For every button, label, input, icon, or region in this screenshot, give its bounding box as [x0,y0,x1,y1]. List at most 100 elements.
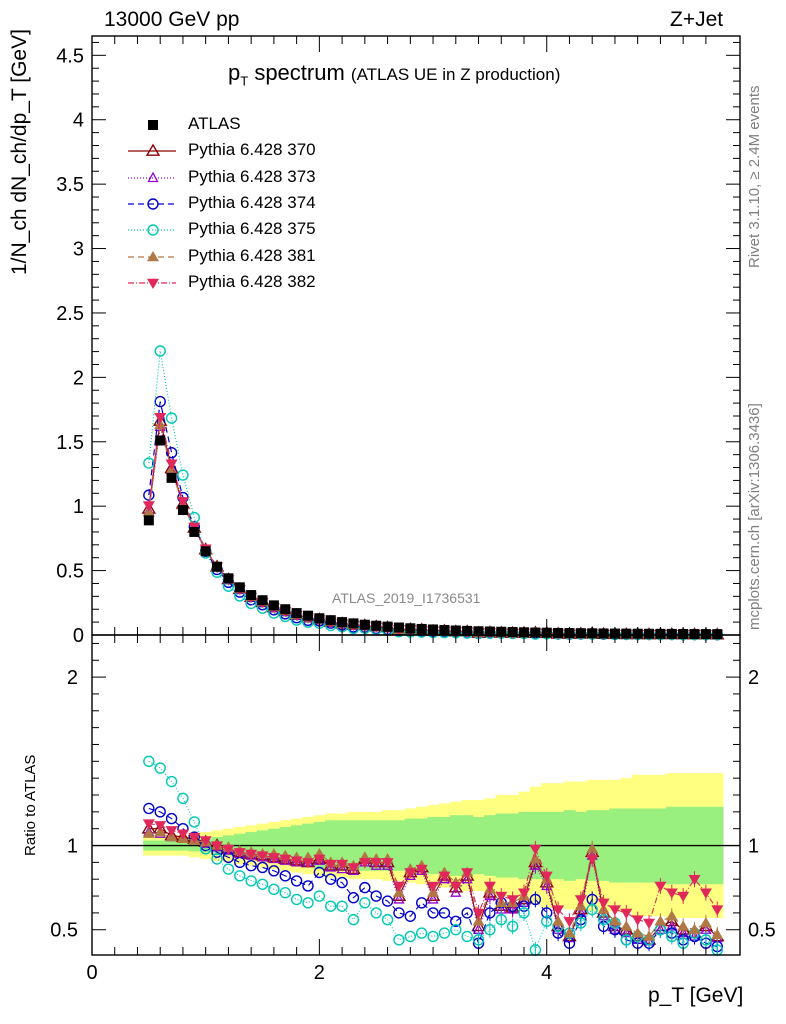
ratio-point-s375 [347,913,360,926]
ratio-point-s374 [325,873,337,885]
ratio-point-s382 [552,905,565,916]
ratio-point-s382 [472,908,485,919]
ratio-point-s375 [336,900,348,912]
ratio-point-s381 [563,927,576,938]
legend-label: Pythia 6.428 375 [188,219,316,239]
legend-item-s374: Pythia 6.428 374 [128,192,368,216]
ratio-point-s382 [370,858,383,869]
data-point [348,618,359,629]
legend-marker [147,250,159,261]
ratio-point-s375 [381,913,394,926]
legend-swatch-s370 [128,143,176,157]
y-tick-label-ratio-right: 2 [748,667,759,689]
ratio-point-s373 [427,893,439,904]
left-mask [0,0,91,1024]
y-tick-label-main: 0 [73,625,84,647]
y-tick-label-ratio-right: 1 [748,836,759,858]
data-point [507,627,518,638]
ratio-point-s382 [302,858,314,869]
legend-swatch-s382 [128,278,176,289]
ratio-point-s375 [541,915,553,928]
ratio-point-s381 [142,827,155,838]
ratio-point-s375 [450,924,462,936]
ratio-point-s382 [574,895,587,906]
ratio-point-s374 [290,875,303,887]
ratio-point-s382 [563,917,576,928]
legend-label: Pythia 6.428 382 [188,271,316,291]
series-point-s382 [176,497,189,508]
ratio-point-s381 [631,927,644,938]
data-point [621,628,632,639]
ratio-point-s382 [586,854,599,865]
legend-swatch-data [148,120,158,130]
ratio-point-s382 [643,918,656,929]
data-point [416,623,427,634]
ratio-point-s373 [370,859,382,870]
ratio-point-s374 [302,880,314,892]
ratio-point-s382 [267,853,280,864]
ratio-point-s375 [154,762,166,774]
ratio-point-s375 [506,920,519,933]
data-point [393,622,404,633]
ratio-point-s382 [381,858,394,869]
ratio-point-s374 [165,812,178,825]
ratio-point-s374 [484,907,496,919]
legend-label: Pythia 6.428 374 [188,192,316,212]
ratio-point-s374 [336,876,348,889]
ratio-point-s375 [302,897,314,909]
ratio-point-s375 [518,907,530,919]
ratio-point-s382 [518,888,530,899]
ratio-point-s381 [620,920,633,931]
series-ratio-s382 [142,819,724,931]
ratio-point-s375 [427,930,439,943]
ratio-point-s374 [279,870,291,882]
ratio-point-s375 [575,917,587,929]
legend-marker [148,120,158,130]
legend-item-s381: Pythia 6.428 381 [128,245,368,269]
ratio-point-s382 [279,854,292,865]
ratio-point-s374 [461,907,473,919]
ratio-point-s374 [143,802,155,815]
ratio-point-s374 [438,907,451,919]
ratio-point-s382 [222,844,235,855]
y-tick-label-main: 2.5 [56,303,84,325]
data-point [166,472,177,483]
series-point-s382 [165,459,178,470]
chart-title: pT spectrum (ATLAS UE in Z production) [228,60,560,88]
ratio-point-s374 [529,893,542,906]
series-point-s381 [154,418,167,430]
series-point-s374 [143,489,155,501]
ratio-point-s382 [529,844,542,855]
legend-marker [147,198,159,210]
axis-ticks [91,36,740,955]
ratio-point-s374 [347,892,360,904]
ratio-point-s382 [211,841,224,852]
ratio-point-s374 [313,866,326,879]
ratio-point-s382 [654,881,667,892]
ratio-point-s382 [392,881,405,892]
top-mask [92,0,740,35]
x-tick-label: 0 [86,962,97,984]
ratio-point-s375 [393,934,405,946]
legend-label: Pythia 6.428 370 [188,140,316,160]
data-point [155,435,166,446]
legend-marker [147,278,159,289]
data-point [598,628,609,639]
ratio-point-s381 [529,853,542,864]
y-tick-label-main: 1 [73,496,84,518]
ratio-point-s375 [245,875,257,887]
header-right: Z+Jet [670,8,724,31]
data-point [223,573,234,584]
legend-item-data: ATLAS [128,113,368,137]
ratio-point-s382 [142,819,155,830]
data-point [257,595,268,606]
ratio-point-s374 [359,881,371,894]
ratio-point-s375 [165,775,178,788]
ratio-point-s375 [359,897,371,909]
data-point [200,546,211,557]
analysis-id: ATLAS_2019_I1736531 [332,590,481,606]
ratio-point-s375 [404,930,417,943]
data-point [212,561,223,572]
ratio-point-s382 [608,905,621,916]
